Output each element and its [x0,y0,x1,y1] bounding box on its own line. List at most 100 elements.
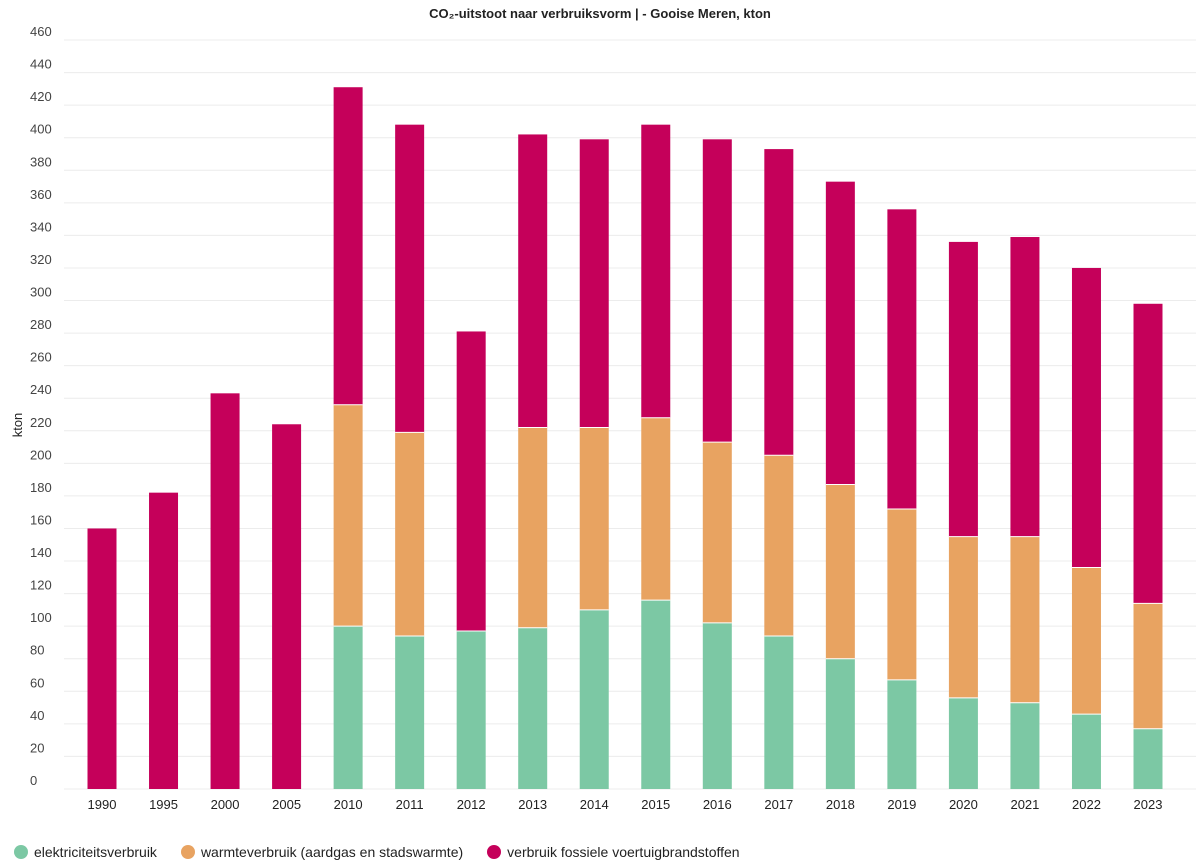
y-axis-ticks: 0 20 40 60 80 100 120 140 160 180 200 220 240 260 280 3… [30,24,52,788]
bar-segment[interactable] [641,417,671,601]
x-axis-ticks: 1990 1995 2000 2005 2010 2011 2012 2013 2014 2015… [88,797,1163,812]
bar-segment[interactable] [579,139,609,428]
x-tick-label: 2023 [1134,797,1163,812]
y-tick-label: 80 [30,643,44,658]
legend-item[interactable]: warmteverbruik (aardgas en stadswarmte) [180,844,464,860]
bar-segment[interactable] [333,626,363,789]
x-tick-label: 2012 [457,797,486,812]
bar-segment[interactable] [887,679,917,789]
y-tick-label: 0 [30,773,37,788]
x-tick-label: 2017 [764,797,793,812]
bar-segment[interactable] [1010,536,1040,703]
bar-segment[interactable] [825,181,855,485]
legend-label: warmteverbruik (aardgas en stadswarmte) [200,844,464,860]
bar-segment[interactable] [333,404,363,627]
y-tick-label: 440 [30,57,52,72]
bar-segment[interactable] [641,600,671,789]
y-tick-label: 120 [30,578,52,593]
legend-marker [180,845,195,859]
bar-segment[interactable] [1133,728,1163,789]
y-tick-label: 420 [30,89,52,104]
x-tick-label: 2005 [272,797,301,812]
bar-segment[interactable] [948,697,978,789]
bar-segment[interactable] [579,427,609,610]
bar-segment[interactable] [1071,267,1101,568]
bar-segment[interactable] [702,139,732,443]
bar-segment[interactable] [210,393,240,789]
bar-segment[interactable] [456,331,486,632]
bar-segment[interactable] [1133,303,1163,604]
bar-segment[interactable] [1071,714,1101,789]
y-tick-label: 320 [30,252,52,267]
x-tick-label: 2019 [887,797,916,812]
bar-segment[interactable] [456,631,486,789]
legend-marker [14,845,28,859]
bar-segment[interactable] [825,658,855,789]
legend-item[interactable]: verbruik fossiele voertuigbrandstoffen [487,844,740,860]
x-tick-label: 2021 [1010,797,1039,812]
y-tick-label: 40 [30,708,44,723]
y-tick-label: 20 [30,740,44,755]
bar-segment[interactable] [948,241,978,537]
y-tick-label: 280 [30,317,52,332]
bar-segment[interactable] [887,508,917,680]
y-tick-label: 60 [30,675,44,690]
x-tick-label: 2011 [396,797,424,812]
x-tick-label: 2022 [1072,797,1101,812]
y-tick-label: 300 [30,285,52,300]
bar-segment[interactable] [825,484,855,659]
bar-segment[interactable] [395,635,425,789]
bars [87,87,1163,789]
x-tick-label: 2018 [826,797,855,812]
y-tick-label: 460 [30,24,52,39]
bar-segment[interactable] [948,536,978,698]
y-tick-label: 140 [30,545,52,560]
bar-segment[interactable] [333,87,363,405]
bar-segment[interactable] [1071,567,1101,715]
grid-lines [64,39,1196,790]
y-tick-label: 220 [30,415,52,430]
bar-segment[interactable] [1133,603,1163,729]
legend-label: verbruik fossiele voertuigbrandstoffen [507,844,740,860]
y-axis-label: kton [10,413,25,438]
y-tick-label: 380 [30,154,52,169]
stacked-bar-chart: 0 20 40 60 80 100 120 140 160 180 200 220 240 260 280 3… [10,24,1196,812]
x-tick-label: 2010 [334,797,363,812]
y-tick-label: 100 [30,610,52,625]
x-tick-label: 2014 [580,797,609,812]
bar-segment[interactable] [518,427,548,628]
y-tick-label: 200 [30,447,52,462]
bar-segment[interactable] [702,622,732,789]
bar-segment[interactable] [518,134,548,428]
y-tick-label: 340 [30,219,52,234]
bar-segment[interactable] [395,124,425,433]
bar-segment[interactable] [764,149,794,456]
y-tick-label: 400 [30,122,52,137]
x-tick-label: 2013 [518,797,547,812]
bar-segment[interactable] [887,209,917,509]
y-tick-label: 180 [30,480,52,495]
bar-segment[interactable] [518,627,548,789]
bar-segment[interactable] [272,424,302,789]
bar-segment[interactable] [1010,702,1040,789]
legend-label: elektriciteitsverbruik [34,844,157,860]
bar-segment[interactable] [579,609,609,789]
y-tick-label: 260 [30,350,52,365]
y-tick-label: 240 [30,382,52,397]
legend-marker [487,845,502,859]
y-tick-label: 160 [30,512,52,527]
x-tick-label: 2020 [949,797,978,812]
bar-segment[interactable] [764,635,794,789]
bar-segment[interactable] [1010,237,1040,537]
x-tick-label: 1990 [88,797,117,812]
bar-segment[interactable] [87,528,117,789]
bar-segment[interactable] [764,455,794,636]
bar-segment[interactable] [641,124,671,418]
bar-segment[interactable] [395,432,425,636]
legend-item[interactable]: elektriciteitsverbruik [14,844,157,860]
x-tick-label: 2015 [641,797,670,812]
bar-segment[interactable] [149,492,179,789]
y-tick-label: 360 [30,187,52,202]
bar-segment[interactable] [702,442,732,623]
x-tick-label: 2000 [211,797,240,812]
